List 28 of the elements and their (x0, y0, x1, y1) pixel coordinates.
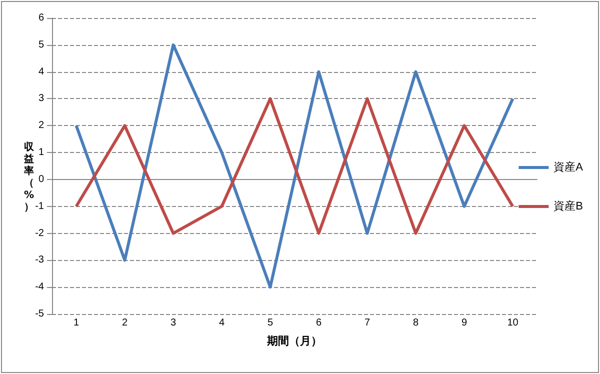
x-tick-label: 3 (170, 318, 176, 328)
x-axis-title: 期間（月） (266, 334, 322, 348)
line-series (74, 43, 514, 289)
x-tick-label: 5 (267, 318, 274, 328)
y-axis-title: 収益率（%） (22, 142, 36, 214)
y-tick-label: 5 (38, 39, 44, 50)
x-tick-label: 1 (73, 318, 80, 328)
y-tick-label: -1 (35, 200, 44, 212)
y-tick-label: 4 (38, 66, 44, 78)
x-tick-label: 9 (461, 318, 468, 328)
legend-label: 資産B (554, 200, 584, 212)
x-tick-label: 8 (412, 318, 419, 328)
y-tick-label: 3 (38, 93, 44, 104)
y-tick-label: -3 (35, 254, 44, 266)
line-series (74, 97, 514, 235)
x-tick-label: 6 (316, 318, 322, 328)
x-tick-label: 4 (218, 318, 225, 328)
x-tick-label: 10 (507, 318, 519, 328)
y-tick-label: -2 (35, 228, 44, 239)
y-tick-label: -4 (35, 282, 44, 293)
legend-label: 資産A (554, 160, 584, 174)
x-tick-label: 7 (364, 318, 370, 328)
y-tick-label: 2 (38, 120, 44, 132)
y-tick-label: -5 (35, 308, 44, 320)
y-tick-label: 0 (38, 174, 44, 185)
x-tick-label: 2 (122, 318, 128, 328)
y-tick-label: 6 (38, 12, 44, 24)
y-tick-label: 1 (38, 147, 44, 158)
